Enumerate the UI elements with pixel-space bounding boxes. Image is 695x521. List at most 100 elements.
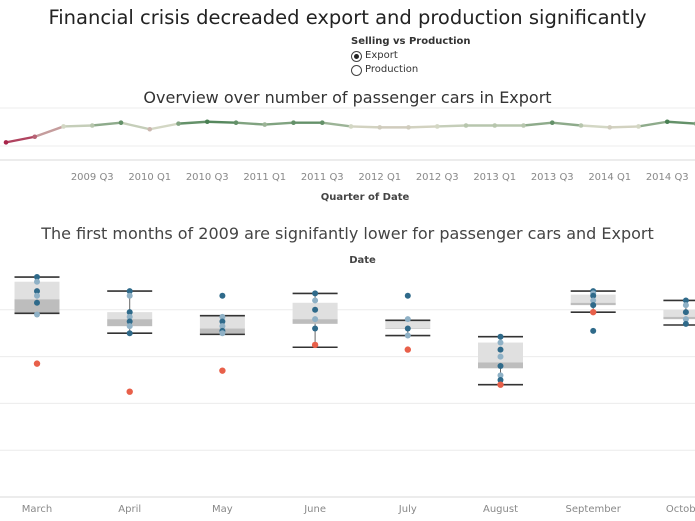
line-x-tick-label: 2014 Q3 (646, 172, 689, 183)
box-plot-may (199, 292, 245, 374)
line-point (319, 120, 325, 125)
radio-option-production[interactable]: Production (351, 63, 471, 77)
box-data-point (497, 346, 504, 353)
radio-label-production: Production (365, 64, 419, 75)
box-data-point (590, 297, 597, 304)
line-point (434, 124, 440, 129)
radio-label-export: Export (365, 50, 398, 61)
box-data-point (126, 318, 133, 325)
box-plot-june (292, 290, 338, 349)
line-series-segment (579, 124, 611, 129)
box-data-point (312, 316, 319, 323)
line-point (492, 123, 498, 128)
line-x-tick-label: 2011 Q3 (301, 172, 344, 183)
box-data-point (497, 333, 504, 340)
line-series-segment (608, 125, 640, 129)
line-x-tick-label: 2013 Q3 (531, 172, 574, 183)
box-data-point (682, 320, 689, 327)
box-data-point (312, 306, 319, 313)
box-2009-point (404, 346, 411, 353)
radio-selected-icon[interactable] (351, 50, 362, 62)
line-point (463, 123, 469, 128)
line-point (176, 121, 181, 126)
box-plot-august (478, 333, 523, 388)
line-x-tick-label: 2012 Q3 (416, 172, 459, 183)
box-data-point (126, 330, 133, 337)
line-point (549, 120, 555, 125)
box-data-point (682, 297, 689, 304)
legend-title: Selling vs Production (351, 36, 471, 47)
line-point (233, 120, 239, 125)
box-plot-september (570, 288, 616, 334)
box-data-point (497, 339, 504, 346)
box-data-point (404, 325, 411, 332)
line-point (406, 125, 411, 130)
box-data-point (219, 292, 226, 299)
line-point (89, 123, 95, 128)
line-point (61, 124, 66, 129)
line-series-segment (551, 121, 583, 127)
line-series-segment (321, 121, 353, 128)
box-2009-point (219, 367, 226, 374)
box-upper-half (663, 309, 695, 317)
line-series-segment (407, 125, 439, 129)
box-data-point (126, 309, 133, 316)
box-2009-point (590, 308, 597, 316)
box-data-point (219, 313, 226, 320)
line-series-segment (349, 125, 381, 129)
selling-vs-production-legend: Selling vs Production Export Production (351, 36, 471, 77)
box-data-point (682, 316, 689, 323)
line-point (578, 123, 584, 128)
box-2009-point (311, 341, 319, 349)
box-plot-april (107, 288, 153, 395)
box-plot-july (385, 292, 431, 353)
box-upper-half (385, 320, 431, 329)
box-data-point (34, 278, 40, 285)
box-plot-october (663, 297, 695, 327)
box-data-point (126, 313, 133, 320)
line-x-tick-label: 2012 Q1 (358, 172, 401, 183)
line-point (377, 125, 383, 130)
line-x-tick-label: 2010 Q3 (186, 172, 229, 183)
box-lower-half (663, 316, 695, 320)
radio-unselected-icon[interactable] (351, 64, 362, 76)
box-data-point (497, 372, 504, 379)
box-data-point (590, 292, 597, 299)
line-x-tick-label: 2010 Q1 (128, 172, 171, 183)
box-data-point (590, 302, 597, 309)
line-series-segment (666, 120, 695, 125)
box-2009-point (126, 388, 133, 395)
line-x-tick-label: 2011 Q1 (243, 172, 286, 183)
box-chart-title: The first months of 2009 are signifantly… (41, 224, 654, 243)
line-x-tick-label: 2014 Q1 (588, 172, 631, 183)
box-plot-march (14, 274, 60, 367)
box-x-tick-label: August (483, 504, 518, 515)
line-x-tick-label: 2013 Q1 (473, 172, 516, 183)
box-x-tick-label: March (22, 504, 52, 515)
box-data-point (219, 323, 226, 330)
box-data-point (126, 292, 133, 299)
box-data-point (404, 316, 411, 323)
line-point (291, 120, 296, 125)
main-title: Financial crisis decreaded export and pr… (48, 6, 647, 29)
line-point (204, 119, 210, 125)
line-point (348, 124, 354, 129)
box-data-point (497, 377, 504, 383)
line-series-segment (263, 121, 295, 126)
line-series-segment (234, 121, 266, 126)
box-data-point (34, 288, 40, 295)
radio-option-export[interactable]: Export (351, 49, 471, 63)
line-point (636, 124, 641, 129)
box-data-point (126, 288, 133, 295)
box-2009-point (497, 381, 504, 388)
box-x-tick-label: May (212, 504, 233, 515)
box-data-point (312, 290, 319, 297)
line-point (521, 123, 526, 128)
box-x-tick-label: June (303, 504, 326, 515)
line-point (262, 122, 268, 127)
line-series-segment (522, 121, 554, 127)
box-data-point (219, 330, 226, 337)
box-data-point (682, 302, 689, 309)
box-data-point (312, 297, 319, 304)
box-data-point (497, 353, 504, 360)
